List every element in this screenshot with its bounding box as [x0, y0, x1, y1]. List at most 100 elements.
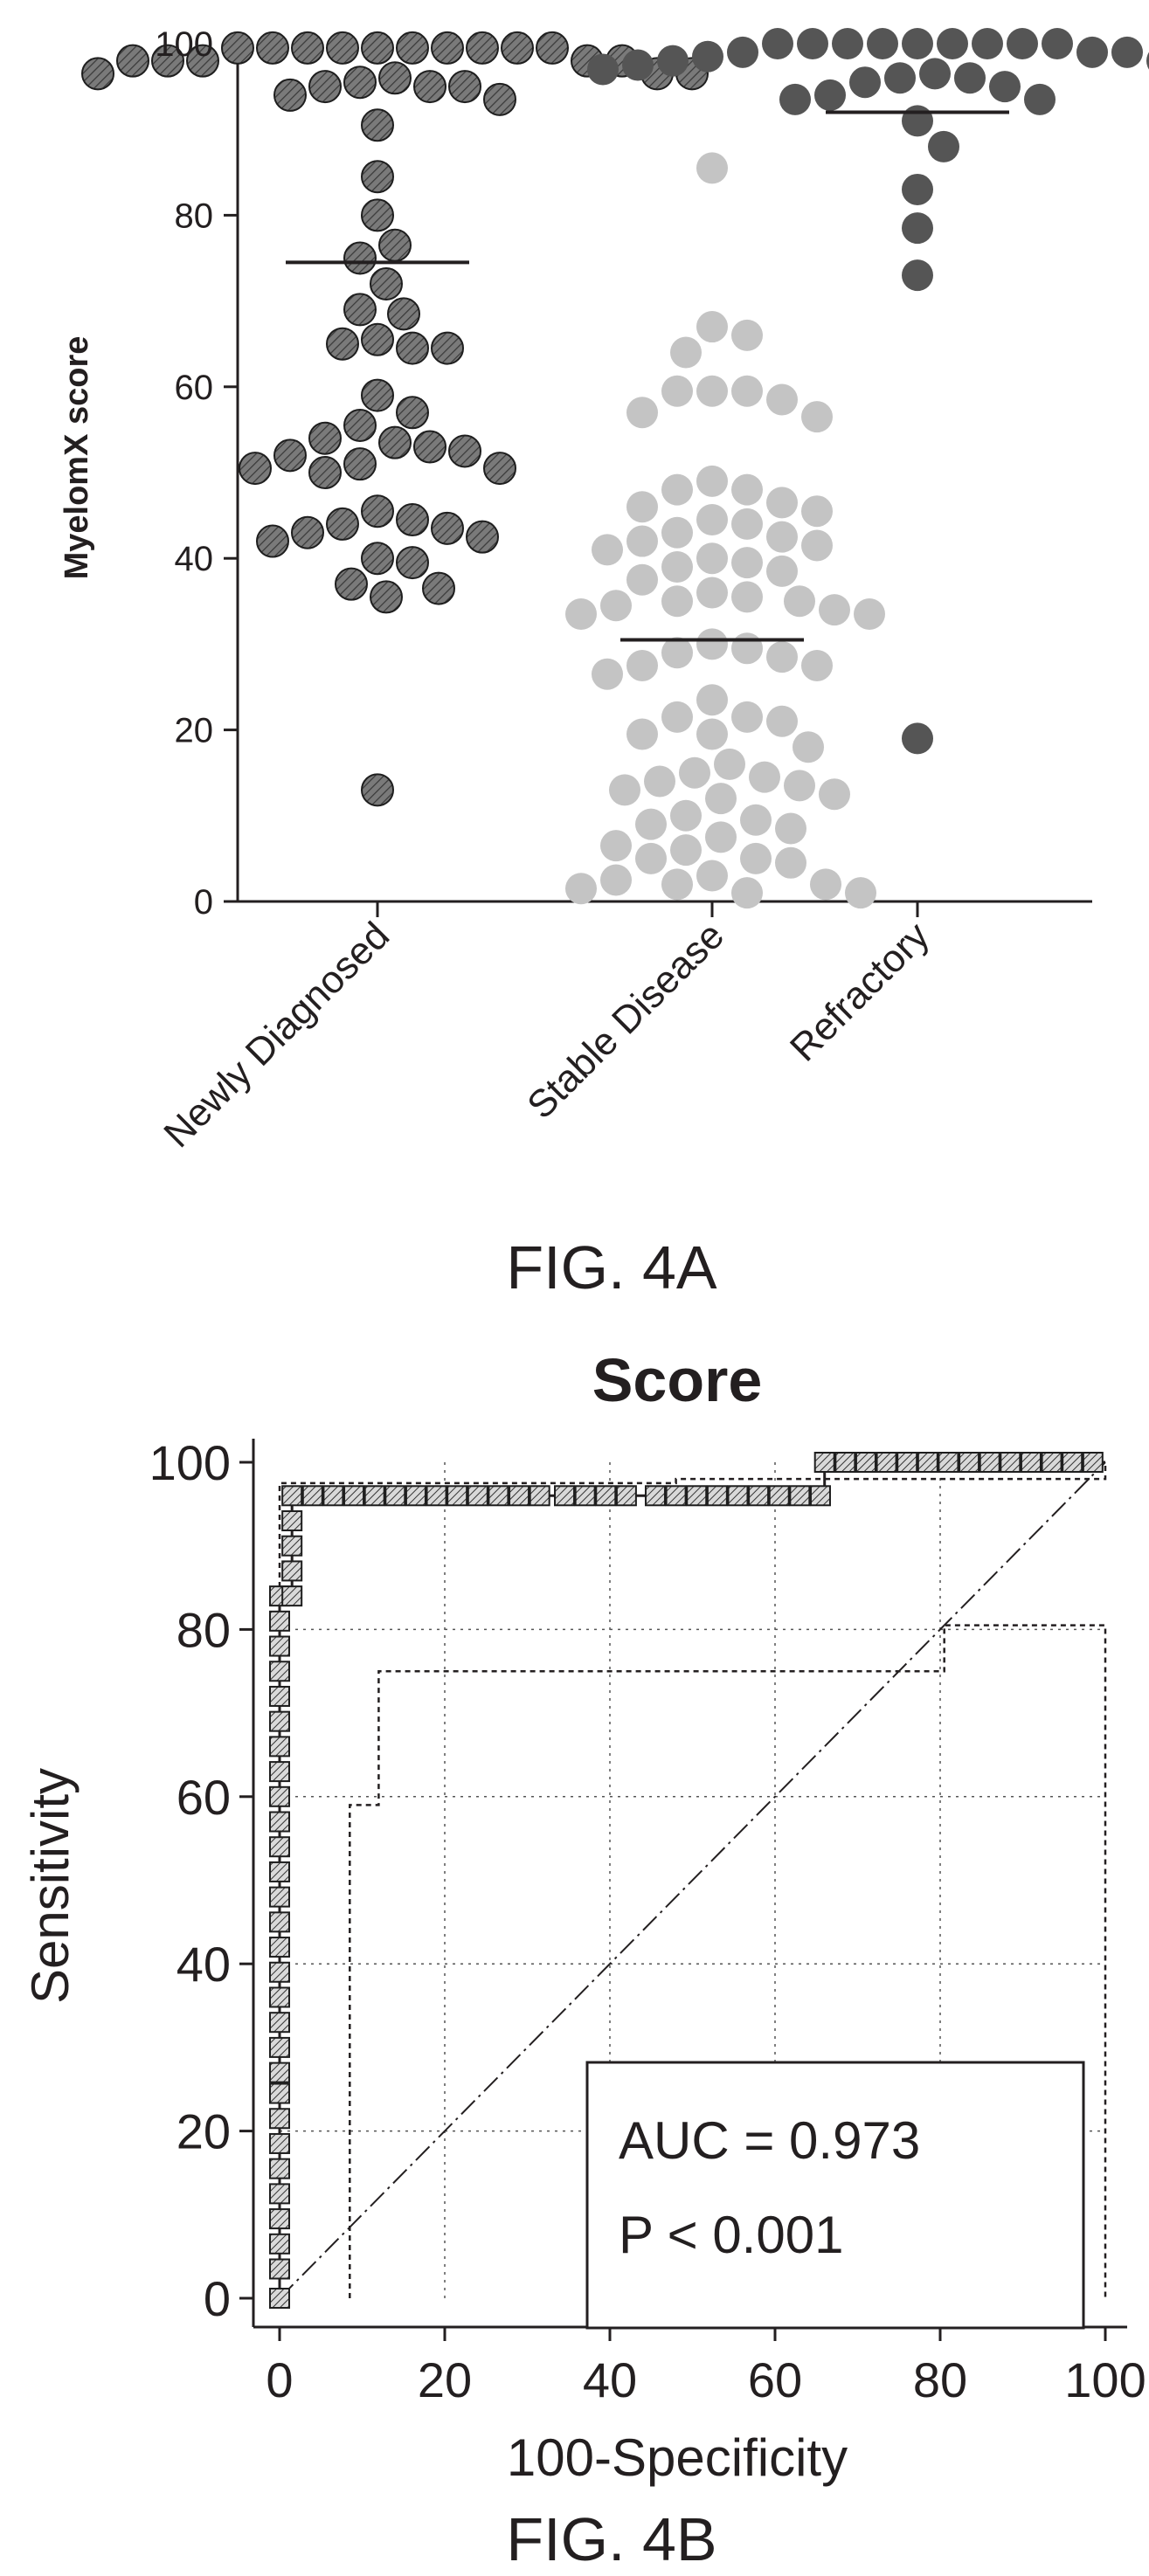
roc-markers [269, 1452, 1104, 2309]
auc-box: AUC = 0.973 P < 0.001 [585, 2061, 1085, 2330]
roc-marker [768, 1485, 790, 1507]
data-point-stable-disease [661, 516, 693, 549]
data-point-newly-diagnosed [335, 567, 368, 601]
data-point-newly-diagnosed [466, 520, 499, 554]
roc-marker [405, 1485, 426, 1507]
data-point-newly-diagnosed [326, 327, 359, 361]
data-point-stable-disease [635, 808, 667, 840]
roc-marker [809, 1485, 831, 1507]
roc-x-tick-label: 60 [748, 2352, 802, 2407]
data-point-refractory [928, 130, 959, 162]
data-point-stable-disease [600, 864, 632, 896]
data-point-newly-diagnosed [273, 78, 307, 112]
data-point-refractory [1076, 36, 1108, 68]
data-point-stable-disease [635, 842, 667, 874]
data-point-stable-disease [565, 873, 597, 905]
data-point-stable-disease [766, 705, 798, 737]
roc-marker [269, 1886, 290, 1908]
data-point-newly-diagnosed [221, 31, 254, 65]
roc-marker [384, 1485, 406, 1507]
data-point-stable-disease [819, 778, 850, 811]
data-point-refractory [762, 28, 793, 59]
data-point-newly-diagnosed [413, 430, 446, 464]
data-point-newly-diagnosed [501, 31, 534, 65]
data-point-newly-diagnosed [291, 515, 324, 549]
y-tick-labels: 0 20 40 60 80 100 [155, 25, 213, 922]
data-point-stable-disease [592, 534, 623, 566]
data-point-stable-disease [696, 311, 728, 343]
x-axis-title: 100-Specificity [507, 2428, 848, 2487]
data-point-stable-disease [705, 783, 737, 815]
data-point-stable-disease [819, 594, 850, 626]
data-point-refractory [657, 45, 689, 77]
data-point-refractory [1146, 52, 1149, 70]
roc-marker [281, 1509, 303, 1531]
data-point-newly-diagnosed [343, 241, 377, 275]
roc-marker [269, 1785, 290, 1807]
data-point-newly-diagnosed [396, 396, 429, 430]
data-point-newly-diagnosed [186, 44, 219, 78]
roc-tick-labels: 0 20 40 60 80 100 0 20 40 60 80 100 [149, 1435, 1146, 2407]
data-point-refractory [727, 36, 758, 68]
roc-marker [1062, 1452, 1083, 1473]
data-point-refractory [1007, 28, 1038, 59]
roc-marker [343, 1485, 365, 1507]
roc-x-tick-label: 100 [1064, 2352, 1146, 2407]
data-point-stable-disease [626, 397, 658, 429]
roc-marker [959, 1452, 980, 1473]
roc-marker [529, 1485, 550, 1507]
data-point-refractory [832, 28, 863, 59]
figure-caption-4a: FIG. 4A [506, 1233, 716, 1302]
roc-marker [1020, 1452, 1042, 1473]
data-point-stable-disease [731, 877, 763, 909]
ci-upper-line [278, 1462, 1107, 2298]
data-point-stable-disease [810, 868, 841, 901]
data-point-newly-diagnosed [361, 31, 394, 65]
roc-marker [269, 1986, 290, 2008]
roc-marker [665, 1485, 687, 1507]
data-point-stable-disease [696, 860, 728, 892]
roc-marker [917, 1452, 938, 1473]
category-labels: Newly Diagnosed Stable Disease Refractory [156, 914, 938, 1156]
roc-marker [269, 2036, 290, 2058]
data-point-stable-disease [801, 649, 833, 681]
data-point-refractory [884, 62, 916, 94]
roc-marker [813, 1452, 835, 1473]
data-point-stable-disease [696, 577, 728, 609]
data-point-stable-disease [793, 731, 824, 763]
data-point-stable-disease [731, 632, 763, 665]
roc-marker [938, 1452, 959, 1473]
data-point-refractory [849, 66, 881, 99]
data-point-stable-disease [784, 585, 815, 618]
roc-marker [281, 1485, 303, 1507]
data-point-refractory [902, 105, 933, 137]
roc-marker [896, 1452, 918, 1473]
data-point-refractory [1111, 36, 1143, 68]
data-point-newly-diagnosed [308, 70, 342, 104]
roc-marker [269, 2288, 290, 2309]
data-point-stable-disease [731, 375, 763, 407]
roc-marker [509, 1485, 530, 1507]
data-point-stable-disease [731, 581, 763, 613]
figure-caption-4b: FIG. 4B [506, 2505, 716, 2573]
roc-marker [301, 1485, 323, 1507]
data-point-newly-diagnosed [431, 511, 464, 545]
data-point-newly-diagnosed [308, 456, 342, 489]
data-point-stable-disease [714, 748, 745, 780]
data-point-stable-disease [626, 718, 658, 750]
data-point-stable-disease [801, 495, 833, 528]
data-point-newly-diagnosed [343, 408, 377, 442]
data-point-newly-diagnosed [361, 160, 394, 194]
roc-marker [1082, 1452, 1104, 1473]
roc-marker [269, 1937, 290, 1958]
y-axis-title-roc: Sensitivity [21, 1768, 80, 2004]
roc-marker [269, 1836, 290, 1858]
y-tick-label: 20 [175, 712, 214, 750]
roc-marker [269, 2183, 290, 2205]
data-point-stable-disease [749, 761, 780, 793]
data-point-refractory [954, 62, 986, 94]
data-point-stable-disease [661, 637, 693, 669]
data-point-stable-disease [661, 551, 693, 584]
data-point-stable-disease [766, 555, 798, 587]
category-label: Stable Disease [519, 914, 732, 1127]
